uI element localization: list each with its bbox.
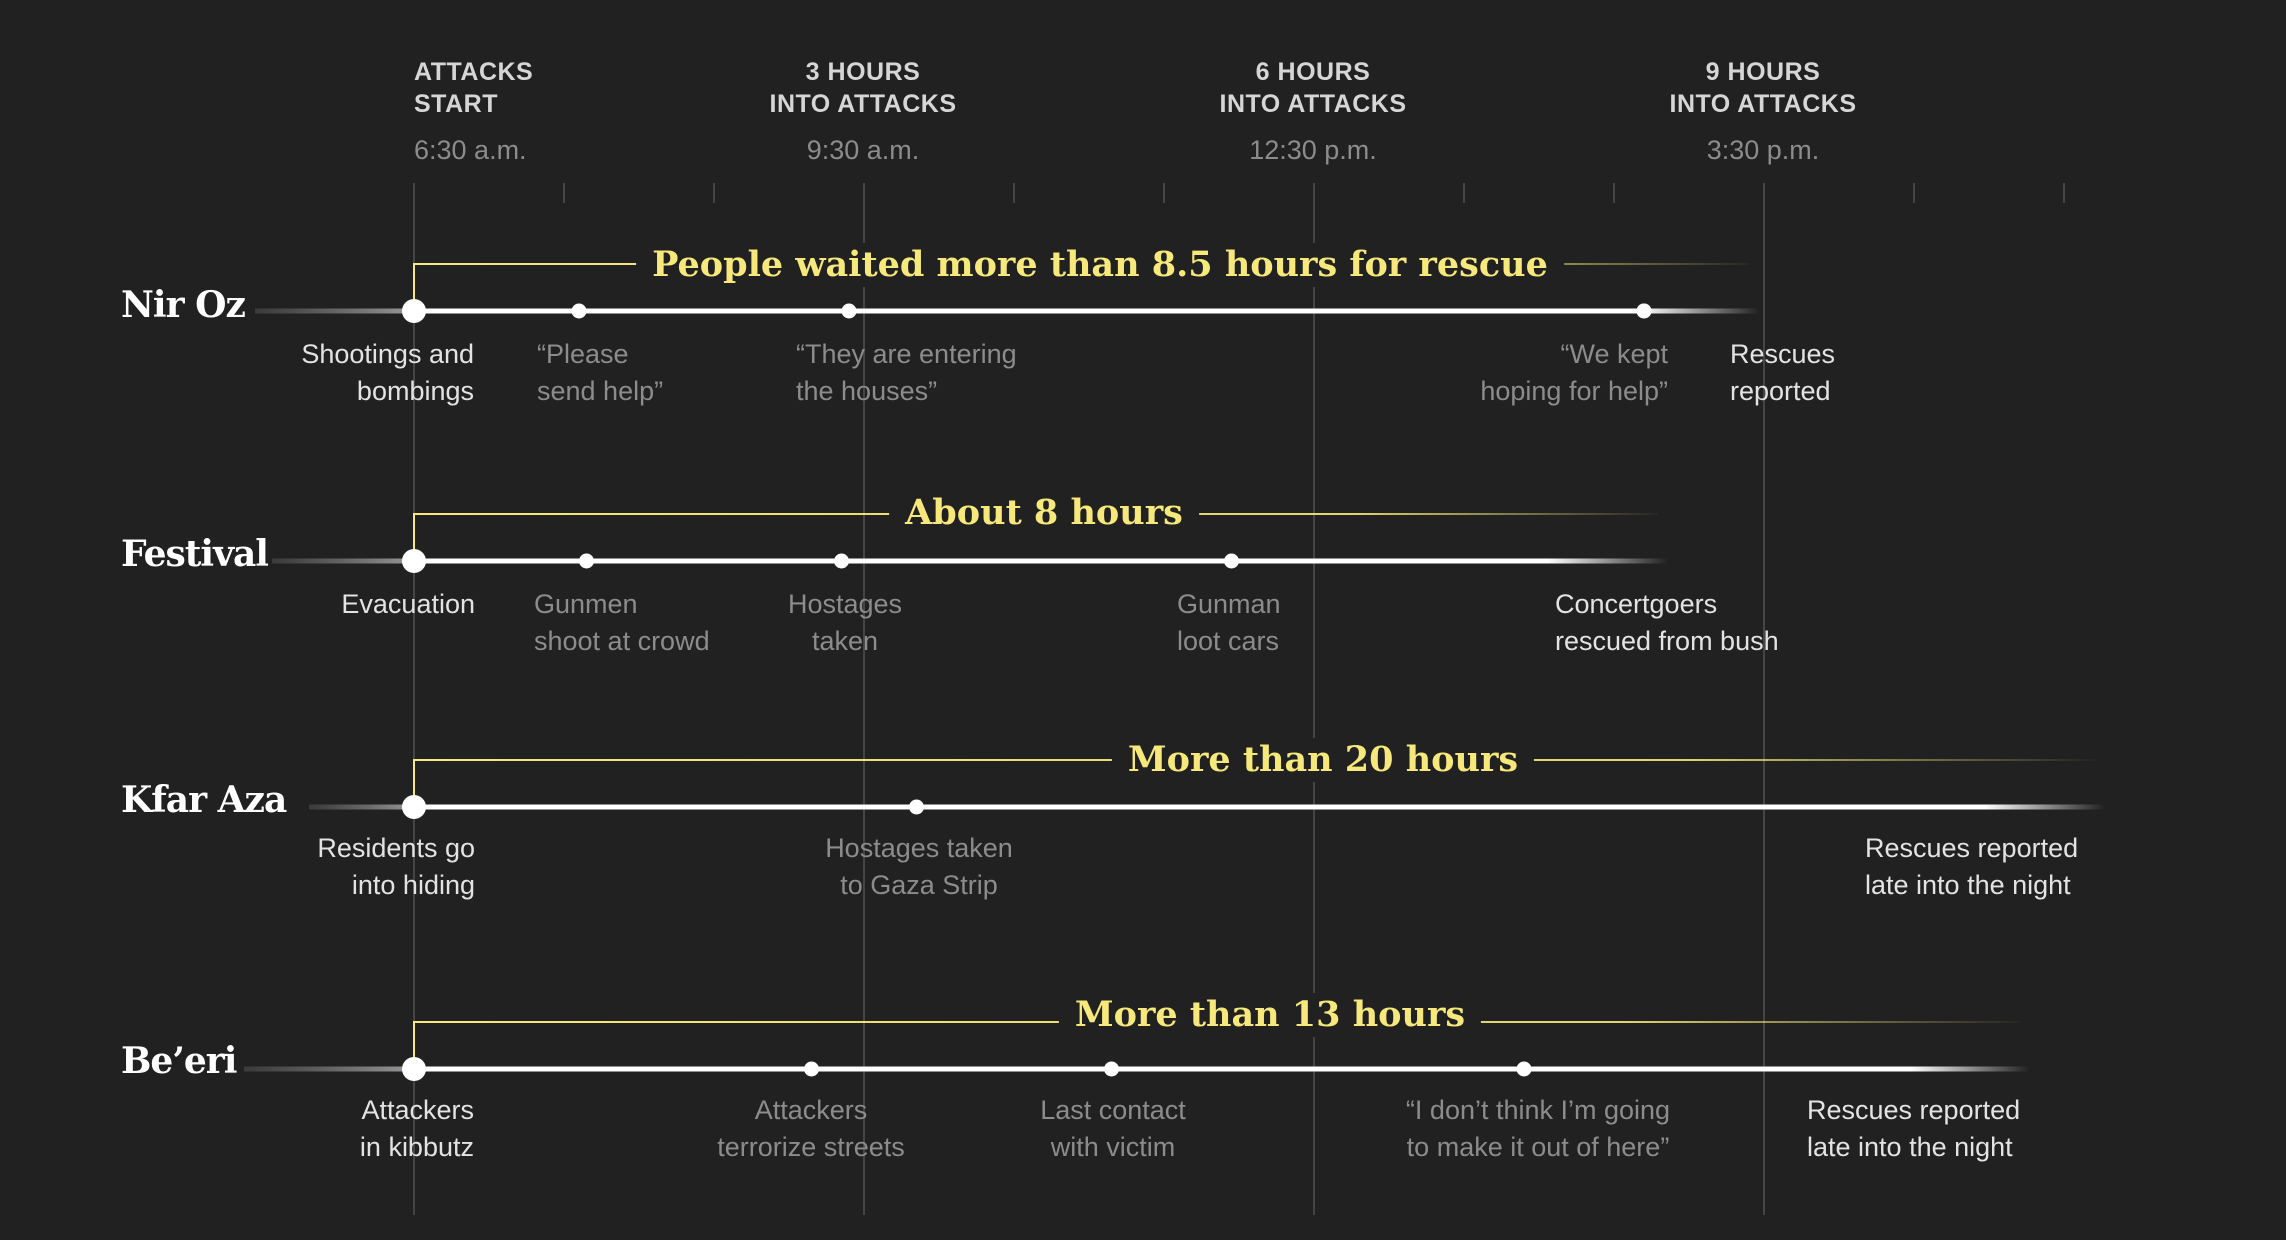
event-line: Attackers [754,1095,868,1125]
row-label-beeri: Be’eri [121,1040,237,1082]
event-line: Attackers [361,1095,474,1125]
event-label: Rescues reported [1730,336,1835,410]
event-line: Hostages [787,589,903,619]
event-line: Rescues reported [1807,1095,2021,1125]
event-label: “They are entering the houses” [796,336,1017,410]
event-line: the houses” [796,376,938,406]
event-marker [1636,303,1652,319]
event-label: Hostages taken [788,586,902,660]
start-marker [402,549,426,573]
header-clock-time: 6:30 a.m. [414,135,527,165]
event-line: “I don’t think I’m going [1405,1095,1671,1125]
row-label-kfar-aza: Kfar Aza [121,779,287,821]
event-line: with victim [1050,1132,1176,1162]
column-header-6-hours: 6 HOURS INTO ATTACKS 12:30 p.m. [1219,56,1406,167]
event-marker [909,799,924,815]
event-marker [1224,553,1239,569]
start-marker [402,1057,426,1081]
event-line: Shootings and [301,339,474,369]
event-marker [834,553,849,569]
event-marker [841,303,857,319]
event-line: Hostages taken [825,833,1013,863]
event-label: Residents go into hiding [317,830,475,904]
event-label: Attackers in kibbutz [360,1092,474,1166]
event-line: in kibbutz [359,1132,474,1162]
event-label: Gunman loot cars [1177,586,1281,660]
header-title-line1: ATTACKS [414,58,534,86]
column-header-3-hours: 3 HOURS INTO ATTACKS 9:30 a.m. [769,56,956,167]
event-line: Residents go [317,833,475,863]
event-line: reported [1730,376,1831,406]
event-label: Rescues reported late into the night [1807,1092,2020,1166]
start-marker [402,299,426,323]
duration-label-kfar-aza: More than 20 hours [1111,738,1535,782]
header-title-line2: START [414,90,498,118]
header-title-line1: 6 HOURS [1255,58,1371,86]
event-line: bombings [356,376,474,406]
event-line: loot cars [1177,626,1280,656]
header-title-line2: INTO ATTACKS [769,90,957,118]
header-clock-time: 12:30 p.m. [1249,135,1377,165]
header-clock-time: 9:30 a.m. [806,135,920,165]
event-line: Rescues [1730,339,1836,369]
event-marker [571,303,587,319]
event-line: “They are entering [796,339,1017,369]
event-line: into hiding [351,870,475,900]
duration-bracket [413,1021,2020,1061]
column-header-attacks-start: ATTACKS START 6:30 a.m. [414,56,533,167]
duration-label-festival: About 8 hours [889,491,1199,535]
event-line: rescued from bush [1555,626,1779,656]
event-line: late into the night [1865,870,2071,900]
row-label-nir-oz: Nir Oz [121,284,246,326]
event-label: Gunmen shoot at crowd [534,586,710,660]
column-header-9-hours: 9 HOURS INTO ATTACKS 3:30 p.m. [1669,56,1856,167]
event-label: Attackers terrorize streets [717,1092,905,1166]
start-marker [402,795,426,819]
event-label: “Please send help” [537,336,663,410]
event-line: terrorize streets [717,1132,905,1162]
event-label: Concertgoers rescued from bush [1555,586,1779,660]
event-label: Shootings and bombings [301,336,474,410]
event-line: shoot at crowd [534,626,710,656]
row-label-festival: Festival [121,533,269,575]
event-line: Evacuation [341,589,475,619]
event-line: hoping for help” [1480,376,1668,406]
event-line: taken [811,626,879,656]
header-title-line1: 9 HOURS [1705,58,1821,86]
header-title-line2: INTO ATTACKS [1669,90,1857,118]
event-line: Gunman [1177,589,1281,619]
header-title-line2: INTO ATTACKS [1219,90,1407,118]
event-marker [579,553,594,569]
event-label: Last contact with victim [1040,1092,1186,1166]
event-line: Last contact [1040,1095,1186,1125]
event-label: “I don’t think I’m going to make it out … [1406,1092,1670,1166]
event-line: late into the night [1807,1132,2013,1162]
header-title-line1: 3 HOURS [805,58,921,86]
event-line: to make it out of here” [1406,1132,1670,1162]
duration-bracket [413,759,2095,799]
event-label: Hostages taken to Gaza Strip [825,830,1013,904]
event-marker [1104,1061,1119,1077]
event-label: “We kept hoping for help” [1480,336,1668,410]
event-line: Concertgoers [1555,589,1718,619]
event-line: “Please [537,339,629,369]
event-marker [1516,1061,1532,1077]
duration-label-nir-oz: People waited more than 8.5 hours for re… [636,243,1564,287]
event-line: Gunmen [534,589,638,619]
event-label: Rescues reported late into the night [1865,830,2078,904]
event-line: Rescues reported [1865,833,2079,863]
event-line: “We kept [1560,339,1668,369]
event-line: send help” [537,376,664,406]
event-label: Evacuation [341,586,475,623]
duration-bracket [413,513,1658,553]
event-marker [804,1061,819,1077]
duration-label-beeri: More than 13 hours [1058,993,1482,1037]
header-clock-time: 3:30 p.m. [1706,135,1820,165]
event-line: to Gaza Strip [840,870,998,900]
